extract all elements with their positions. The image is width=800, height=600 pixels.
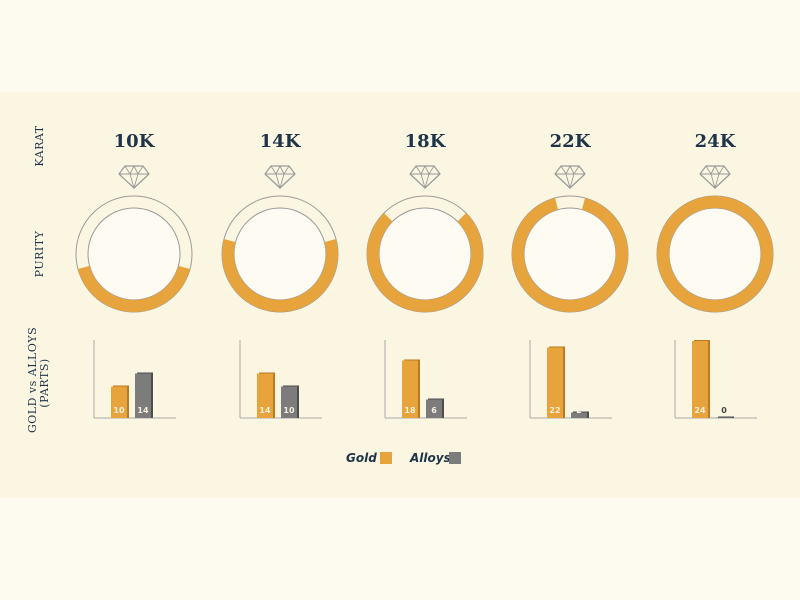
bar-label-alloys-14k: 10 bbox=[283, 406, 295, 415]
ring-fill-24k bbox=[657, 196, 773, 312]
ring-fill-22k bbox=[512, 197, 628, 312]
diamond-facets bbox=[700, 164, 730, 190]
bar-label-alloys-18k: 6 bbox=[431, 406, 437, 415]
karat-label-24k: 24K bbox=[694, 131, 736, 152]
diamond-icon bbox=[554, 165, 586, 189]
legend-alloys-swatch bbox=[449, 452, 461, 464]
ring-outline-inner bbox=[87, 207, 181, 301]
bar-label-alloys-10k: 14 bbox=[137, 406, 149, 415]
bar-shadow-alloys-24k bbox=[718, 416, 734, 418]
bar-alloys-18k bbox=[426, 399, 442, 418]
diamond-icon bbox=[264, 165, 296, 189]
karat-label-18k: 18K bbox=[404, 131, 446, 152]
ring-outline-inner bbox=[668, 207, 762, 301]
bar-label-alloys-24k: 0 bbox=[721, 406, 727, 415]
karat-label-22k: 22K bbox=[549, 131, 591, 152]
bar-gold-14k bbox=[257, 373, 273, 418]
diamond-icon bbox=[699, 165, 731, 189]
diamond-icon bbox=[118, 165, 150, 189]
diamond-facets bbox=[265, 164, 295, 190]
bar-label-alloys-22k: 2 bbox=[576, 406, 582, 415]
bar-label-gold-10k: 10 bbox=[113, 406, 125, 415]
bar-gold-22k bbox=[547, 347, 563, 418]
karat-label-10k: 10K bbox=[113, 131, 155, 152]
bar-label-gold-18k: 18 bbox=[404, 406, 416, 415]
legend-alloys-label: Alloys bbox=[409, 451, 451, 465]
bar-alloys-22k bbox=[571, 412, 587, 418]
legend-gold-swatch bbox=[380, 452, 392, 464]
karat-label-14k: 14K bbox=[259, 131, 301, 152]
bar-alloys-10k bbox=[135, 373, 151, 418]
ring-outline-inner bbox=[523, 207, 617, 301]
ring-fill-18k bbox=[367, 212, 483, 312]
bar-gold-18k bbox=[402, 360, 418, 418]
bar-gold-24k bbox=[692, 341, 708, 418]
diamond-facets bbox=[555, 164, 585, 190]
diamond-facets bbox=[410, 164, 440, 190]
bar-label-gold-14k: 14 bbox=[259, 406, 271, 415]
bar-label-gold-22k: 22 bbox=[549, 406, 560, 415]
diamond-facets bbox=[119, 164, 149, 190]
ring-outline-inner bbox=[378, 207, 472, 301]
ring-fill-14k bbox=[222, 239, 338, 312]
ring-outline-inner bbox=[233, 207, 327, 301]
bar-gold-10k bbox=[111, 386, 127, 418]
ring-fill-10k bbox=[77, 265, 191, 312]
legend-gold-label: Gold bbox=[346, 451, 377, 465]
bar-alloys-14k bbox=[281, 386, 297, 418]
bar-label-gold-24k: 24 bbox=[694, 406, 706, 415]
ring-outline-outer bbox=[75, 195, 193, 313]
diamond-icon bbox=[409, 165, 441, 189]
bar-alloys-24k bbox=[716, 417, 732, 418]
